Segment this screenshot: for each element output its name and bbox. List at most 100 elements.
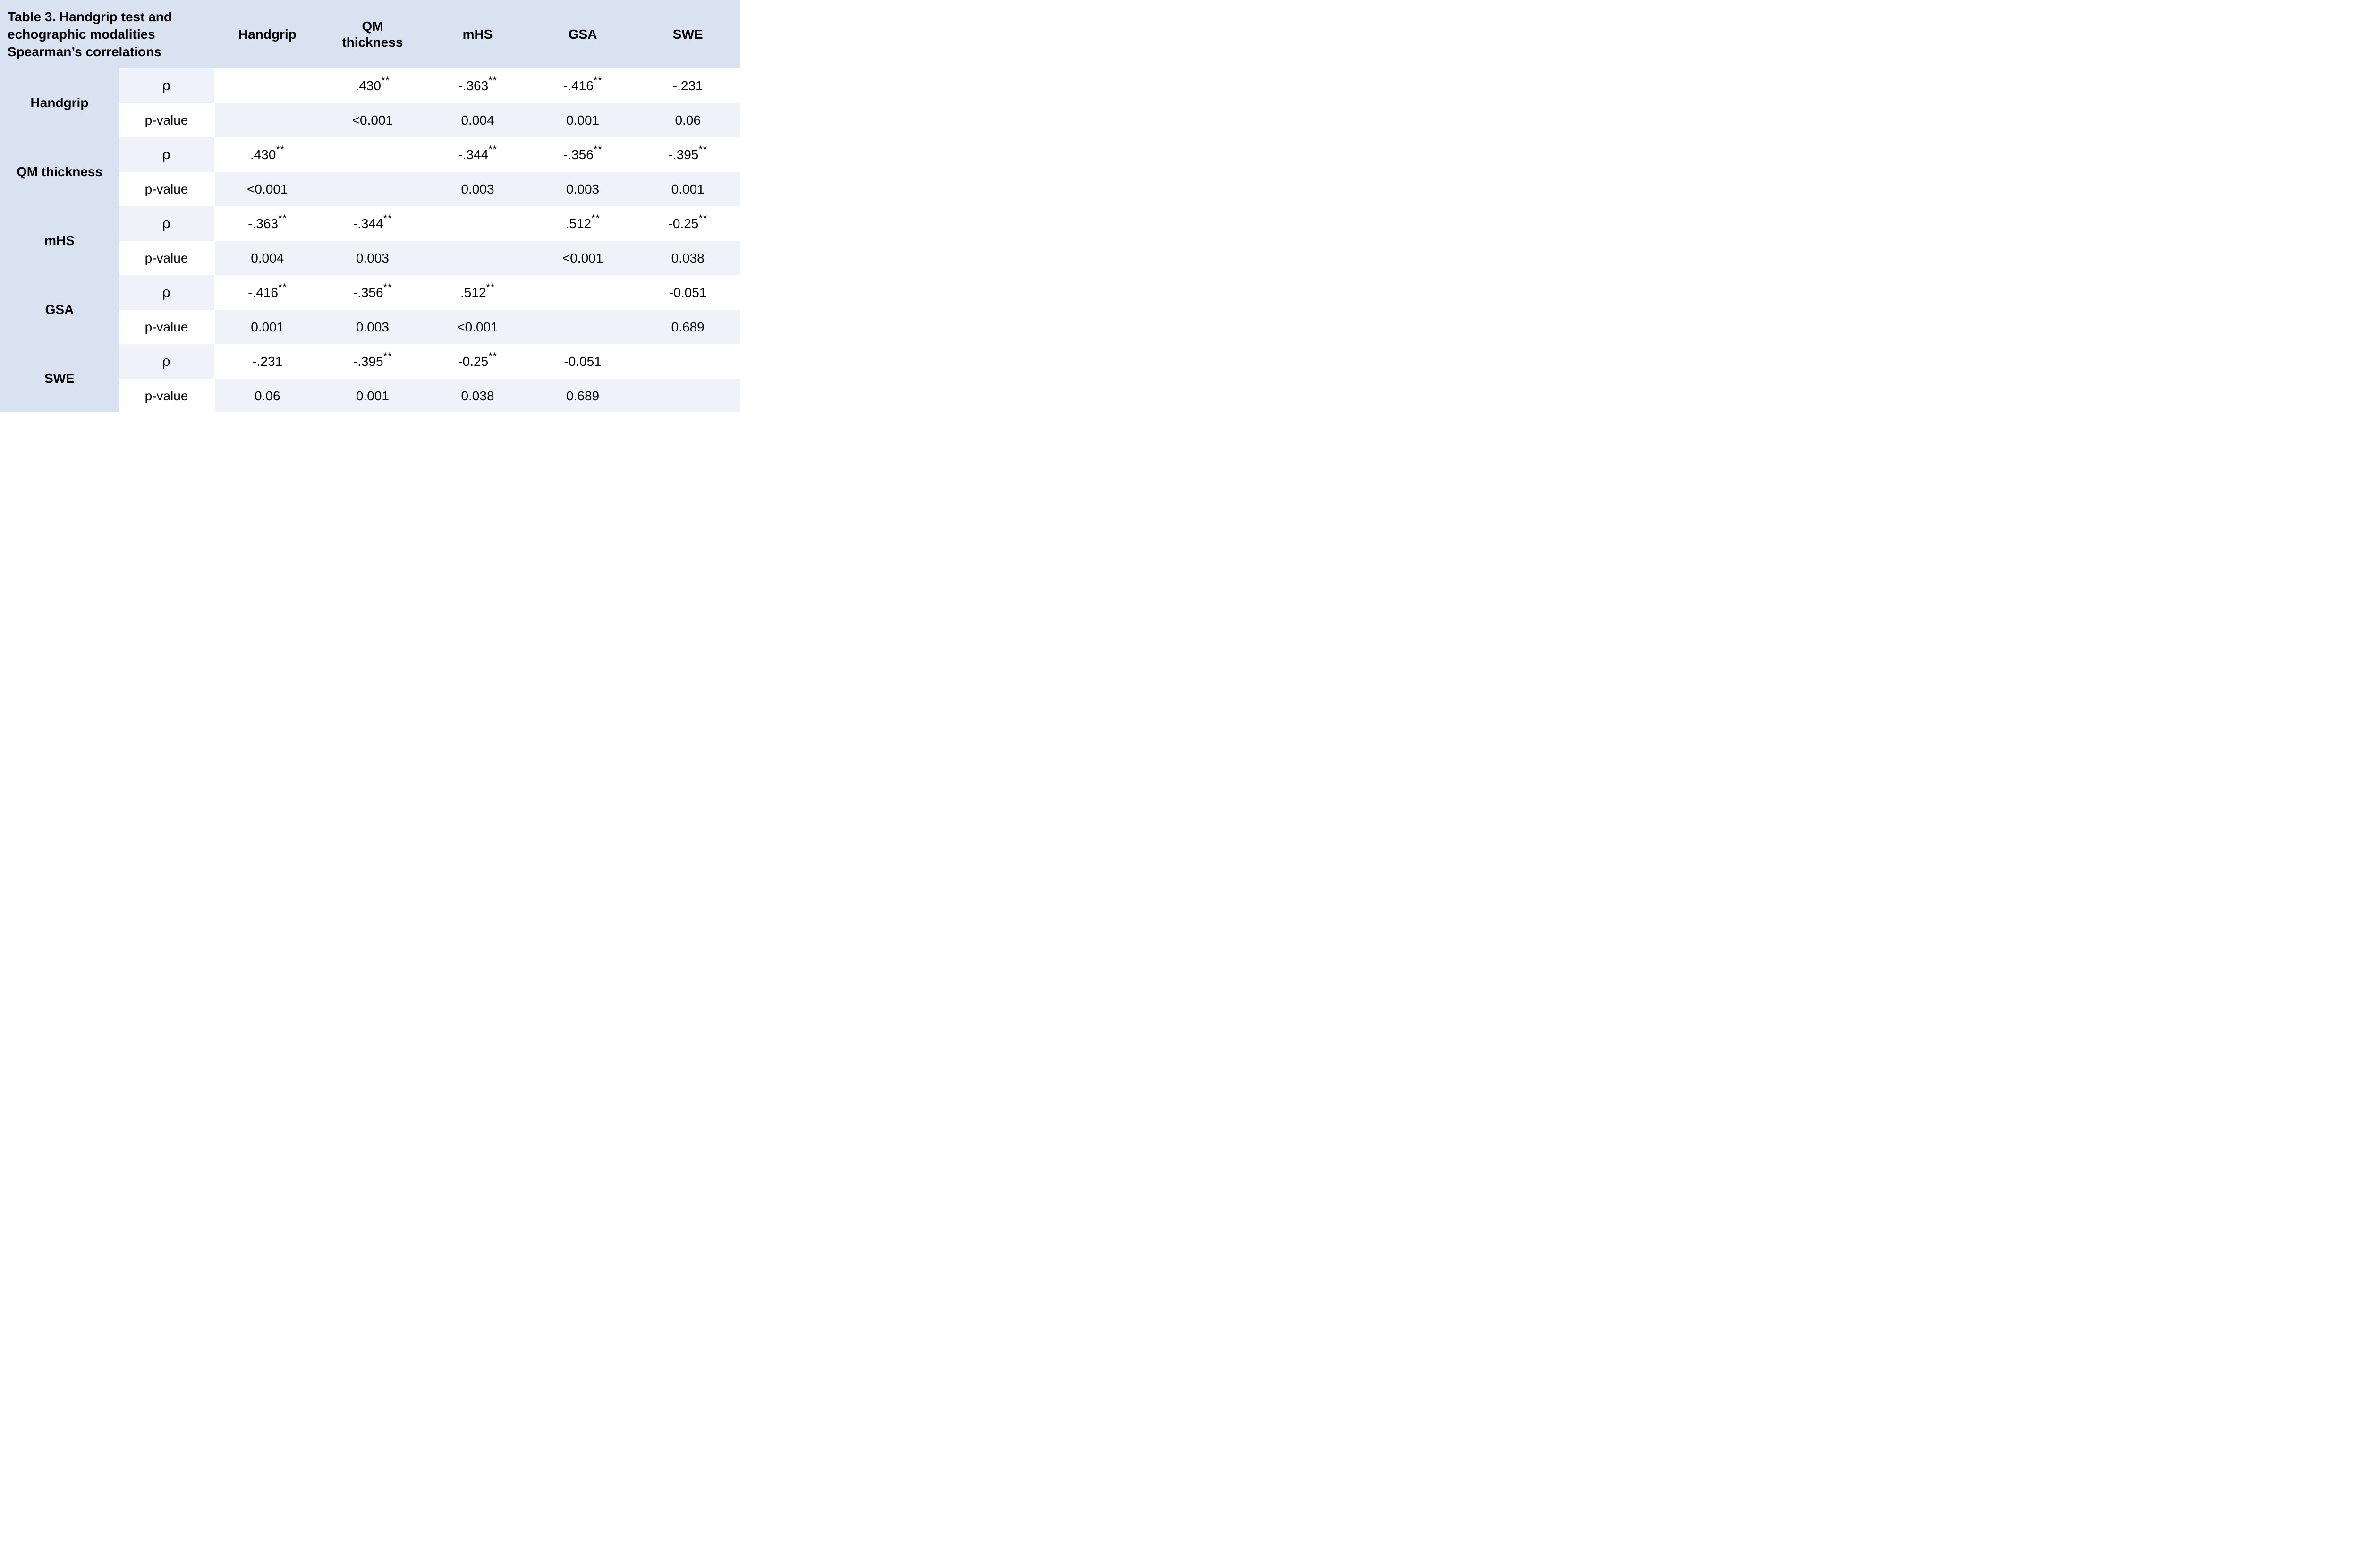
rho-row-label: ρ (119, 206, 214, 241)
correlation-value: -.363 (248, 216, 278, 231)
correlation-value: -.356 (353, 285, 383, 300)
p-value-cell: <0.001 (530, 241, 636, 275)
p-value-cell: 0.003 (425, 172, 530, 206)
rho-value-cell: -0.051 (635, 275, 740, 310)
p-value-cell: 0.003 (320, 241, 425, 275)
rho-value-cell: -0.25 ** (635, 206, 740, 241)
significance-asterisks: ** (591, 212, 600, 224)
p-value-cell: 0.689 (530, 379, 636, 413)
p-value-row-label: p-value (119, 379, 214, 413)
row-group-label-qm-thickness: QM thickness (0, 137, 119, 206)
p-value-row-label: p-value (119, 172, 214, 206)
column-header-qm-thickness: QM thickness (320, 0, 425, 68)
p-value-cell: 0.06 (215, 379, 320, 413)
correlation-value: -.344 (458, 147, 489, 162)
p-value-cell: <0.001 (215, 172, 320, 206)
rho-value-cell: .430 ** (215, 137, 320, 172)
bottom-spacer (0, 412, 740, 413)
significance-asterisks: ** (383, 350, 392, 362)
rho-value-cell: -0.25 ** (425, 344, 530, 379)
significance-asterisks: ** (593, 143, 603, 155)
p-value-cell (635, 379, 740, 413)
significance-asterisks: ** (381, 74, 390, 86)
correlation-value: -.395 (353, 354, 383, 369)
rho-row-label: ρ (119, 344, 214, 379)
correlation-value: -.416 (248, 285, 278, 300)
significance-asterisks: ** (593, 74, 603, 86)
significance-asterisks: ** (278, 212, 287, 224)
correlation-value: .512 (565, 216, 592, 231)
row-group-label-handgrip: Handgrip (0, 68, 119, 137)
p-value-cell: 0.001 (635, 172, 740, 206)
rho-value-cell (530, 275, 636, 310)
correlation-table: Table 3. Handgrip test and echographic m… (0, 0, 740, 413)
correlation-value: .430 (355, 78, 381, 93)
correlation-value: .430 (250, 147, 276, 162)
rho-value-cell: -.356 ** (530, 137, 636, 172)
rho-value-cell: -0.051 (530, 344, 636, 379)
column-header-gsa: GSA (530, 0, 636, 68)
p-value-cell: 0.06 (635, 103, 740, 137)
rho-value-cell: .430 ** (320, 68, 425, 103)
p-value-cell (530, 310, 636, 344)
rho-row-label: ρ (119, 275, 214, 310)
rho-value-cell: -.416 ** (215, 275, 320, 310)
correlation-value: -.416 (563, 78, 594, 93)
p-value-cell: <0.001 (425, 310, 530, 344)
column-header-mhs: mHS (425, 0, 530, 68)
significance-asterisks: ** (276, 143, 285, 155)
significance-asterisks: ** (488, 143, 497, 155)
p-value-row-label: p-value (119, 241, 214, 275)
rho-value-cell (635, 344, 740, 379)
rho-value-cell: -.363 ** (215, 206, 320, 241)
significance-asterisks: ** (383, 281, 392, 293)
rho-value-cell: .512 ** (425, 275, 530, 310)
row-group-label-mhs: mHS (0, 206, 119, 275)
rho-value-cell (320, 137, 425, 172)
p-value-cell: 0.004 (425, 103, 530, 137)
rho-value-cell: -.395 ** (320, 344, 425, 379)
significance-asterisks: ** (698, 143, 707, 155)
p-value-cell: <0.001 (320, 103, 425, 137)
significance-asterisks: ** (278, 281, 287, 293)
significance-asterisks: ** (488, 350, 497, 362)
correlation-value: .512 (460, 285, 486, 300)
rho-value-cell: -.356 ** (320, 275, 425, 310)
rho-value-cell: -.231 (635, 68, 740, 103)
correlation-value: -0.25 (668, 216, 699, 231)
rho-value-cell (215, 68, 320, 103)
p-value-cell (425, 241, 530, 275)
rho-value-cell: -.395 ** (635, 137, 740, 172)
correlation-value: -.356 (563, 147, 594, 162)
p-value-cell: 0.003 (320, 310, 425, 344)
rho-value-cell (425, 206, 530, 241)
column-header-swe: SWE (635, 0, 740, 68)
row-group-label-gsa: GSA (0, 275, 119, 344)
p-value-row-label: p-value (119, 103, 214, 137)
rho-value-cell: -.416 ** (530, 68, 636, 103)
p-value-cell: 0.004 (215, 241, 320, 275)
rho-value-cell: -.363 ** (425, 68, 530, 103)
significance-asterisks: ** (698, 212, 707, 224)
rho-row-label: ρ (119, 68, 214, 103)
rho-value-cell: -.231 (215, 344, 320, 379)
rho-value-cell: .512 ** (530, 206, 636, 241)
column-header-handgrip: Handgrip (215, 0, 320, 68)
p-value-cell: 0.001 (320, 379, 425, 413)
p-value-cell: 0.038 (425, 379, 530, 413)
table-title: Table 3. Handgrip test and echographic m… (0, 0, 215, 68)
rho-value-cell: -.344 ** (320, 206, 425, 241)
p-value-cell (320, 172, 425, 206)
significance-asterisks: ** (486, 281, 495, 293)
p-value-row-label: p-value (119, 310, 214, 344)
p-value-cell: 0.001 (530, 103, 636, 137)
row-group-label-swe: SWE (0, 344, 119, 413)
p-value-cell: 0.003 (530, 172, 636, 206)
correlation-value: -.363 (458, 78, 489, 93)
correlation-value: -.344 (353, 216, 383, 231)
correlation-value: -.395 (668, 147, 699, 162)
rho-row-label: ρ (119, 137, 214, 172)
p-value-cell: 0.001 (215, 310, 320, 344)
rho-value-cell: -.344 ** (425, 137, 530, 172)
correlation-value: -0.25 (458, 354, 489, 369)
